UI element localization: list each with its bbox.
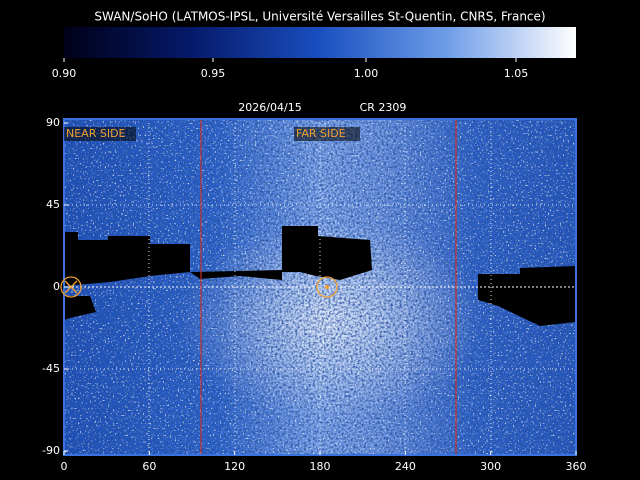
x-tick-label: 360 (566, 460, 587, 473)
far-side-marker (316, 276, 338, 298)
label-backdrop (294, 127, 360, 141)
y-tick-label: 0 (53, 280, 60, 293)
far-side-label: FAR SIDE (296, 127, 346, 140)
x-tick-label: 180 (310, 460, 331, 473)
colorbar-label: 0.95 (201, 67, 226, 80)
near-side-label: NEAR SIDE (66, 127, 126, 140)
y-tick-label: 45 (46, 198, 60, 211)
colorbar-label: 1.05 (504, 67, 529, 80)
carrington-rotation: CR 2309 (360, 101, 407, 114)
colorbar-label: 1.00 (354, 67, 379, 80)
title: SWAN/SoHO (LATMOS-IPSL, Université Versa… (94, 10, 545, 24)
colorbar-label: 0.90 (52, 67, 77, 80)
x-tick-label: 60 (142, 460, 156, 473)
y-tick-label: -45 (42, 362, 60, 375)
x-tick-label: 120 (224, 460, 245, 473)
label-backdrop (64, 127, 136, 141)
map-image (64, 119, 576, 455)
x-tick-label: 240 (395, 460, 416, 473)
y-tick-label: 90 (46, 116, 60, 129)
x-tick-label: 300 (480, 460, 501, 473)
x-tick-label: 0 (61, 460, 68, 473)
y-tick-label: -90 (42, 444, 60, 457)
colorbar (64, 27, 576, 58)
date: 2026/04/15 (238, 101, 301, 114)
near-side-marker (60, 276, 82, 298)
masked-regions (64, 226, 576, 326)
